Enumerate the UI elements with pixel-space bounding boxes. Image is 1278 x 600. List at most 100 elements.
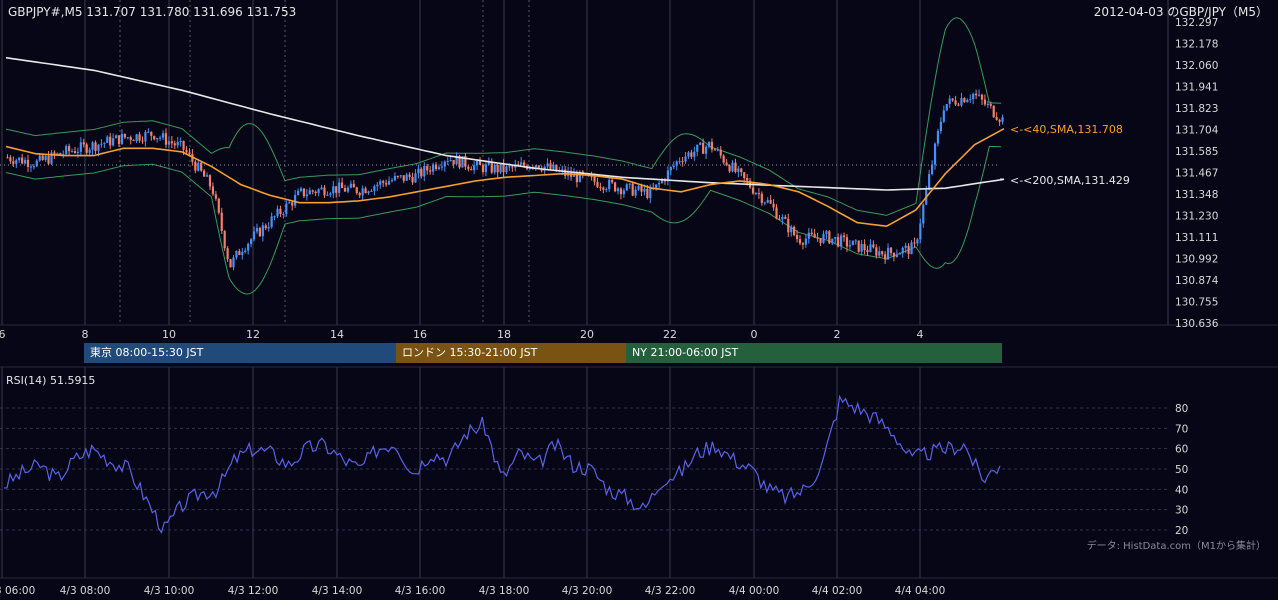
candle-bear [109, 136, 112, 146]
date-title: 2012-04-03 のGBP/JPY（M5） [1094, 5, 1268, 19]
candle-bull [252, 231, 256, 240]
candle-bear [223, 230, 226, 249]
candle-bull [766, 200, 769, 203]
rsi-tick-label: 40 [1175, 484, 1188, 496]
candle-bull [807, 232, 810, 239]
candle-bull [854, 240, 857, 242]
datetime-tick-label: 4/3 08:00 [60, 585, 111, 597]
candle-bear [728, 165, 731, 172]
candle-bear [795, 235, 799, 240]
datetime-tick-label: 4/3 14:00 [312, 585, 363, 597]
candle-bull [804, 238, 807, 245]
price-tick-label: 131.585 [1175, 146, 1218, 158]
hour-tick-label: 12 [246, 328, 260, 341]
candle-bear [470, 168, 473, 171]
candle-bull [232, 257, 235, 268]
candle-bull [97, 144, 100, 151]
candle-bull [936, 131, 940, 144]
rsi-panel: 80 70 60 50 40 30 20 [0, 394, 1188, 537]
candle-bull [790, 226, 793, 233]
candle-bull [986, 104, 989, 106]
datetime-tick-label: 4/3 16:00 [395, 585, 446, 597]
candle-bear [478, 160, 482, 165]
candle-bear [743, 172, 746, 179]
candle-bear [875, 247, 878, 256]
candle-bull [461, 155, 464, 168]
candle-bull [449, 159, 452, 162]
candle-bull [50, 152, 53, 164]
candle-bear [892, 252, 896, 257]
candle-bear [458, 155, 461, 168]
candle-bear [725, 162, 728, 166]
candle-bull [29, 166, 33, 168]
candle-bear [555, 164, 558, 172]
candle-bear [188, 152, 191, 154]
candle-bear [845, 237, 849, 247]
candle-bear [596, 181, 599, 188]
candle-bear [980, 94, 984, 100]
candle-bear [68, 146, 71, 152]
candle-bull [23, 159, 27, 164]
candle-bear [385, 182, 388, 185]
candle-bear [992, 105, 995, 118]
candle-bull [649, 187, 652, 198]
candle-bull [878, 251, 881, 256]
candle-bull [754, 193, 758, 195]
candle-bull [678, 161, 681, 163]
candle-bull [446, 161, 449, 163]
candle-bull [296, 190, 300, 196]
candle-bull [18, 157, 21, 161]
candle-bull [904, 245, 907, 248]
candle-bull [848, 245, 851, 247]
candle-bear [426, 165, 429, 171]
candle-bull [32, 166, 35, 168]
rsi-tick-label: 30 [1175, 505, 1188, 517]
rsi-tick-label: 80 [1175, 403, 1188, 415]
candle-bull [379, 181, 382, 185]
candle-bear [713, 149, 716, 151]
candle-bull [106, 136, 109, 143]
candle-bear [719, 149, 722, 156]
candle-bull [546, 163, 549, 167]
candle-bull [895, 254, 898, 257]
candle-bull [235, 250, 238, 258]
candle-bear [420, 168, 423, 177]
candle-bull [637, 185, 640, 190]
candle-bear [989, 104, 992, 106]
candle-bear [226, 248, 229, 260]
candle-bear [863, 244, 866, 251]
datetime-tick-label: 4/3 20:00 [562, 585, 613, 597]
candle-bear [164, 133, 168, 145]
hour-tick-label: 20 [580, 328, 594, 341]
candle-bear [593, 176, 596, 182]
symbol-ohlc-label: GBPJPY#,M5 131.707 131.780 131.696 131.7… [8, 5, 296, 19]
candle-bear [340, 182, 344, 189]
candle-bull [499, 163, 502, 173]
candle-bear [522, 162, 526, 166]
candle-bear [769, 200, 772, 204]
candle-bear [59, 153, 62, 155]
candle-bull [159, 137, 162, 139]
hour-tick-label: 18 [497, 328, 511, 341]
candle-bull [916, 239, 919, 244]
candle-bull [834, 237, 837, 239]
candle-bear [813, 234, 816, 238]
rsi-line [3, 394, 1001, 534]
candle-bull [249, 239, 253, 244]
candle-bull [781, 216, 784, 220]
candle-bear [702, 142, 705, 154]
price-tick-label: 131.111 [1175, 232, 1218, 244]
candle-bear [690, 152, 693, 157]
candle-bull [561, 169, 564, 171]
candle-bear [772, 203, 775, 208]
hour-tick-label: 8 [82, 328, 89, 341]
candle-bear [382, 181, 385, 183]
rsi-label: RSI(14) 51.5915 [6, 374, 95, 387]
candle-bull [969, 99, 972, 101]
price-tick-label: 131.823 [1175, 103, 1218, 115]
candle-bear [200, 162, 203, 171]
hour-tick-label: 14 [330, 328, 344, 341]
candle-bull [273, 216, 276, 218]
candle-bull [79, 142, 82, 152]
